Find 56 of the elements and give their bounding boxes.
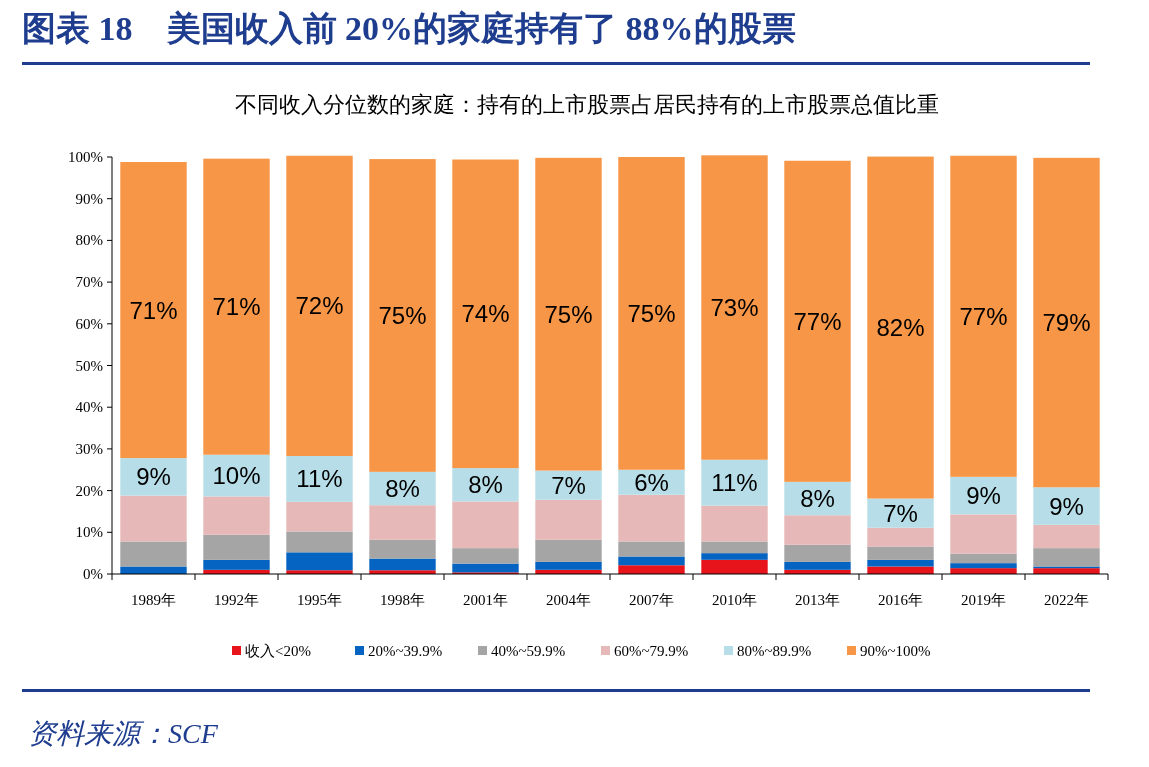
y-tick-label: 20% — [75, 482, 103, 499]
x-tick-label: 1995年 — [297, 592, 342, 608]
data-label: 7% — [883, 499, 918, 527]
x-tick-label: 1992年 — [214, 592, 259, 608]
y-tick-label: 60% — [75, 315, 103, 332]
x-tick-label: 2001年 — [463, 592, 508, 608]
data-label: 11% — [711, 469, 758, 497]
data-label: 74% — [461, 300, 510, 328]
x-tick-label: 2010年 — [712, 592, 757, 608]
text: 资料来源：SCF — [28, 718, 219, 749]
chart-title: 图表 18 美国收入前 20%的家庭持有了 88%的股票 — [22, 10, 796, 47]
x-tick-label: 1998年 — [380, 592, 425, 608]
legend-label: 20%~39.9% — [368, 643, 443, 659]
data-label: 8% — [800, 485, 835, 513]
data-label: 11% — [296, 465, 343, 493]
data-label: 79% — [1042, 309, 1091, 337]
y-tick-label: 10% — [75, 524, 103, 541]
data-label: 77% — [793, 307, 842, 335]
y-tick-label: 80% — [75, 232, 103, 249]
data-label: 6% — [634, 468, 669, 496]
data-label: 9% — [1049, 492, 1084, 520]
legend-label: 90%~100% — [860, 643, 931, 659]
data-label: 77% — [959, 302, 1008, 330]
data-label: 75% — [544, 300, 593, 328]
data-label: 75% — [627, 299, 676, 327]
y-tick-label: 70% — [75, 274, 103, 291]
x-tick-label: 2019年 — [961, 592, 1006, 608]
y-tick-label: 90% — [75, 190, 103, 207]
x-tick-label: 1989年 — [131, 592, 176, 608]
y-tick-label: 50% — [75, 357, 103, 374]
data-label: 9% — [966, 482, 1001, 510]
x-tick-label: 2007年 — [629, 592, 674, 608]
legend-label: 40%~59.9% — [491, 643, 566, 659]
data-label: 82% — [876, 314, 925, 342]
data-label: 10% — [212, 462, 261, 490]
data-label: 7% — [551, 471, 586, 499]
y-tick-label: 100% — [68, 149, 103, 165]
data-label: 9% — [136, 463, 171, 491]
data-label: 72% — [295, 292, 344, 320]
data-label: 8% — [385, 475, 420, 503]
data-label: 75% — [378, 301, 427, 329]
chart-subtitle: 不同收入分位数的家庭：持有的上市股票占居民持有的上市股票总值比重 — [235, 92, 939, 117]
legend-label: 60%~79.9% — [614, 643, 689, 659]
data-label: 71% — [129, 296, 178, 324]
x-tick-label: 2022年 — [1044, 592, 1089, 608]
legend-label: 收入<20% — [245, 643, 311, 659]
data-label: 71% — [212, 293, 261, 321]
y-tick-label: 40% — [75, 399, 103, 416]
x-tick-label: 2013年 — [795, 592, 840, 608]
data-label: 8% — [468, 471, 503, 499]
x-tick-label: 2004年 — [546, 592, 591, 608]
legend-label: 80%~89.9% — [737, 643, 812, 659]
x-tick-label: 2016年 — [878, 592, 923, 608]
y-tick-label: 30% — [75, 440, 103, 457]
y-tick-label: 0% — [83, 566, 103, 582]
data-label: 73% — [710, 294, 759, 322]
